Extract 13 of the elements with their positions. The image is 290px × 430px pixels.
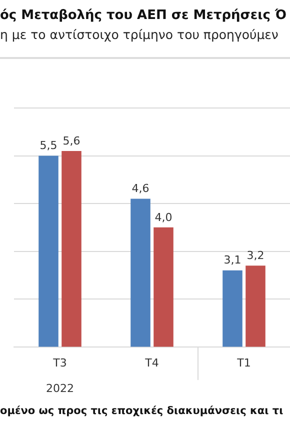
data-label: 3,2 bbox=[246, 248, 264, 262]
data-label: 3,1 bbox=[224, 254, 242, 267]
data-label: 5,5 bbox=[40, 139, 58, 152]
x-tick-label: T1 bbox=[236, 356, 251, 370]
chart-subtitle: η με το αντίστοιχο τρίμηνο του προηγούμεν bbox=[0, 27, 278, 42]
data-label: 4,0 bbox=[154, 210, 172, 224]
x-tick-label: T3 bbox=[52, 356, 67, 370]
text: ομένο ως προς τις εποχικές διακυμάνσεις και τι bbox=[0, 405, 284, 417]
data-label: 4,6 bbox=[132, 182, 150, 196]
x-tick-label: T4 bbox=[144, 356, 159, 370]
data-label: 5,6 bbox=[62, 134, 80, 148]
text: 2022 bbox=[46, 382, 74, 395]
chart-title: ός Μεταβολής του ΑΕΠ σε Μετρήσεις Ό bbox=[0, 8, 287, 23]
